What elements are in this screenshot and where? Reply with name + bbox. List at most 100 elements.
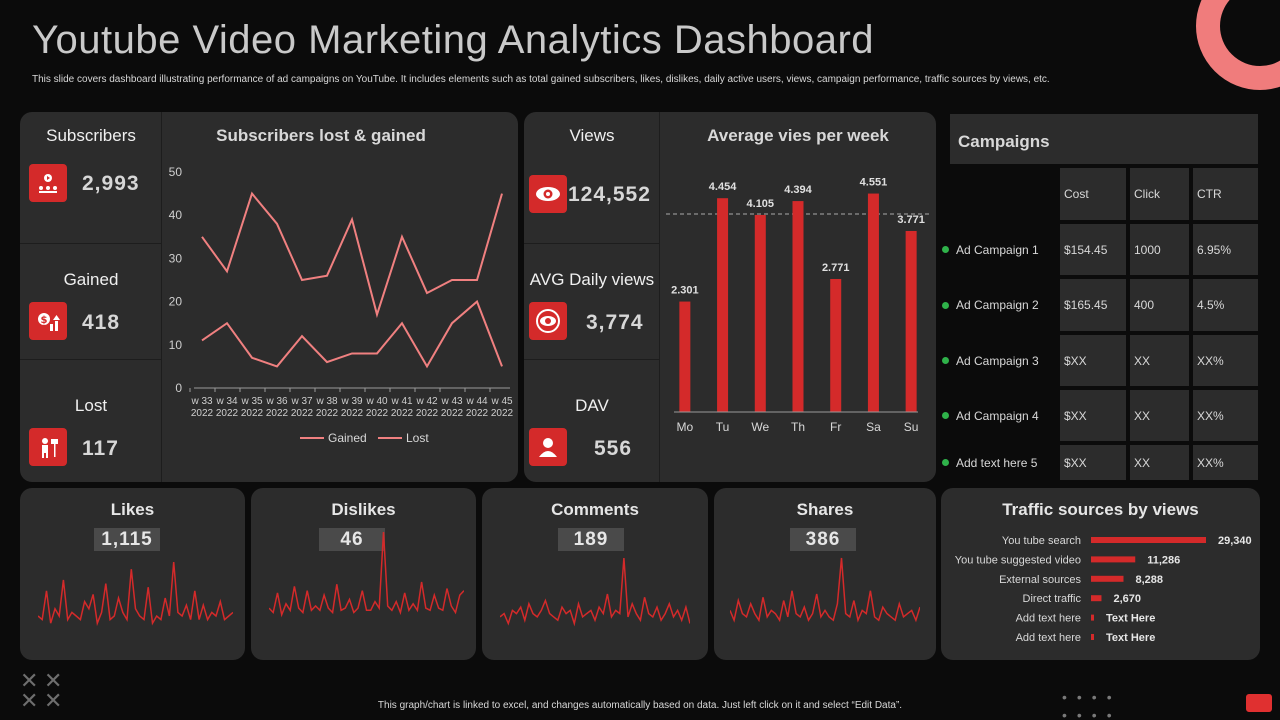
decorative-dots: •••• •••• (1062, 689, 1122, 720)
decorative-ring (1196, 0, 1280, 90)
kpi-subscribers: Subscribers 2,993 (20, 112, 162, 244)
x-tick-label: Sa (866, 420, 881, 434)
x-tick-label: w 36 (265, 396, 288, 407)
data-label: 4.105 (747, 198, 775, 210)
bar (1091, 595, 1102, 602)
campaign-click-cell: 400 (1128, 277, 1191, 333)
data-label: 29,340 (1218, 535, 1252, 547)
x-tick-label: w 35 (240, 396, 263, 407)
x-tick-label: w 39 (340, 396, 363, 407)
kpi-views: Views 124,552 (524, 112, 660, 244)
campaign-name-text: Ad Campaign 1 (956, 242, 1039, 257)
bar (1091, 575, 1124, 582)
status-dot-icon (942, 357, 949, 364)
views-bar-chart: 2.301 Mo 4.454 Tu 4.105 We 4.394 Th 2.771 Fr 4.551… (666, 177, 930, 434)
x-tick-label: 2022 (291, 408, 314, 419)
x-tick-label: w 40 (365, 396, 388, 407)
campaign-name: Ad Campaign 2 (942, 277, 1039, 333)
kpi-avg-daily-views: AVG Daily views 3,774 (524, 244, 660, 360)
decorative-badge (1246, 694, 1272, 712)
campaign-ctr-cell: 6.95% (1191, 222, 1260, 277)
comments-sparkline (500, 557, 690, 627)
kpi-label: Lost (74, 396, 108, 415)
campaign-cost-cell: $XX (1058, 443, 1128, 482)
y-tick-label: 40 (169, 208, 183, 222)
card-value: 189 (558, 528, 624, 551)
series-line-gained (201, 191, 503, 319)
page-title: Youtube Video Marketing Analytics Dashbo… (32, 18, 875, 62)
kpi-lost: Lost 117 (20, 360, 162, 482)
shares-card: Shares 386 (714, 488, 936, 660)
bar (830, 278, 842, 412)
legend-label: Gained (328, 431, 367, 445)
x-tick-label: 2022 (341, 408, 364, 419)
data-label: 8,288 (1135, 574, 1163, 586)
y-tick-label: 0 (175, 381, 182, 395)
traffic-sources-panel: Traffic sources by views You tube search… (941, 488, 1260, 660)
lost-user-icon (29, 428, 67, 466)
shares-sparkline (730, 557, 920, 623)
status-dot-icon (942, 246, 949, 253)
sparkline-series (730, 557, 920, 623)
sparkline-series (38, 561, 233, 627)
page-subtitle: This slide covers dashboard illustrating… (32, 74, 1050, 85)
dislikes-sparkline (269, 531, 464, 618)
x-tick-label: 2022 (216, 408, 239, 419)
x-tick-label: 2022 (491, 408, 514, 419)
campaign-name-text: Ad Campaign 4 (956, 408, 1039, 423)
campaign-ctr-cell: 4.5% (1191, 277, 1260, 333)
legend-label: Lost (406, 431, 429, 445)
card-title: Traffic sources by views (1002, 500, 1199, 519)
subscribers-icon (29, 164, 67, 202)
x-tick-label: w 42 (415, 396, 438, 407)
x-tick-label: 2022 (241, 408, 264, 419)
campaign-ctr-cell: XX% (1191, 388, 1260, 443)
subscribers-kpi-column: Subscribers 2,993 Gained $ 418 Lost 117 (20, 112, 162, 482)
x-tick-label: Su (904, 420, 919, 434)
sparkline-series (269, 531, 464, 618)
decorative-x-icon: ✕ (44, 688, 63, 713)
x-tick-label: w 33 (190, 396, 213, 407)
chart-title: Average vies per week (707, 126, 889, 145)
x-tick-label: w 38 (315, 396, 338, 407)
likes-card: Likes 1,115 (20, 488, 245, 660)
x-tick-label: 2022 (191, 408, 214, 419)
card-title: Shares (796, 500, 854, 519)
campaigns-table: Campaigns Cost Click CTR Ad Campaign 1 $1… (942, 112, 1260, 482)
card-value: 386 (790, 528, 856, 551)
column-header-click: Click (1128, 166, 1191, 222)
bar (1091, 556, 1136, 563)
category-label: Add text here (1016, 632, 1081, 644)
data-label: 4.454 (709, 181, 737, 193)
campaign-name-text: Add text here 5 (956, 455, 1038, 470)
x-tick-label: w 41 (390, 396, 413, 407)
card-title: Likes (110, 500, 155, 519)
views-panel: Views 124,552 AVG Daily views 3,774 DAV … (524, 112, 936, 482)
y-tick-label: 30 (169, 251, 183, 265)
status-dot-icon (942, 301, 949, 309)
campaign-ctr-cell: XX% (1191, 333, 1260, 388)
bar (905, 230, 917, 412)
x-tick-label: Th (791, 420, 805, 434)
bar (792, 201, 804, 412)
x-tick-label: 2022 (316, 408, 339, 419)
data-label: Text Here (1106, 632, 1155, 644)
campaign-click-cell: 1000 (1128, 222, 1191, 277)
y-tick-label: 10 (169, 338, 183, 352)
campaign-name: Ad Campaign 1 (942, 222, 1039, 277)
subscribers-panel: Subscribers 2,993 Gained $ 418 Lost 117 … (20, 112, 518, 482)
kpi-value: 2,993 (82, 172, 140, 195)
x-tick-label: Fr (830, 420, 841, 434)
data-label: 11,286 (1147, 554, 1180, 566)
x-tick-label: 2022 (416, 408, 439, 419)
column-header-cost: Cost (1058, 166, 1128, 222)
campaign-cost-cell: $XX (1058, 333, 1128, 388)
campaign-name-text: Ad Campaign 2 (956, 298, 1039, 312)
y-tick-label: 20 (169, 295, 183, 309)
campaign-click-cell: XX (1128, 443, 1191, 482)
campaign-name: Add text here 5 (942, 443, 1037, 482)
campaign-click-cell: XX (1128, 333, 1191, 388)
category-label: Direct traffic (1023, 593, 1082, 605)
kpi-gained: Gained $ 418 (20, 244, 162, 360)
kpi-label: DAV (575, 396, 609, 415)
